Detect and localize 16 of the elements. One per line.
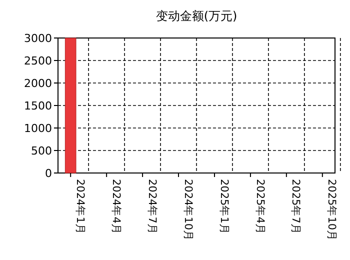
x-tick-label: 2025年1月 <box>218 179 230 234</box>
y-tick-label: 2000 <box>24 76 52 90</box>
y-tick-label: 2500 <box>24 54 52 68</box>
chart-title: 变动金额(万元) <box>156 9 238 23</box>
y-tick-label: 500 <box>31 144 52 158</box>
x-tick-label: 2025年7月 <box>290 179 302 234</box>
x-tick-label: 2025年10月 <box>326 179 338 242</box>
x-tick-label: 2024年7月 <box>146 179 158 234</box>
y-tick-label: 0 <box>45 166 52 180</box>
x-tick-label: 2024年10月 <box>182 179 194 242</box>
y-tick-label: 3000 <box>24 32 52 45</box>
x-tick-label: 2025年4月 <box>254 179 266 234</box>
x-tick-label: 2024年4月 <box>110 179 122 234</box>
y-tick-label: 1000 <box>24 122 52 135</box>
x-tick-label: 2024年1月 <box>74 179 86 234</box>
y-tick-label: 1500 <box>24 99 52 112</box>
